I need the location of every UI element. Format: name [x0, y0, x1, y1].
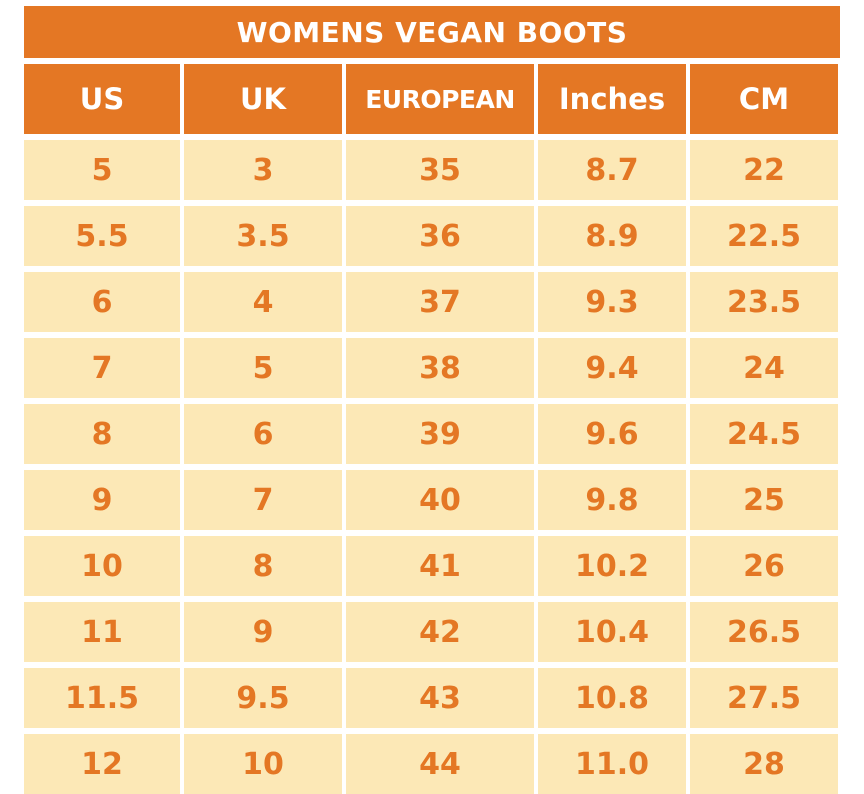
table-cell-uk: 8: [184, 536, 342, 596]
table-cell-us: 9: [24, 470, 180, 530]
table-cell-us: 5.5: [24, 206, 180, 266]
column-header-uk: UK: [184, 64, 342, 134]
table-cell-cm: 22.5: [690, 206, 838, 266]
table-cell-us: 7: [24, 338, 180, 398]
table-cell-us: 6: [24, 272, 180, 332]
table-cell-european: 38: [346, 338, 534, 398]
table-cell-uk: 7: [184, 470, 342, 530]
table-cell-cm: 24: [690, 338, 838, 398]
column-header-european: EUROPEAN: [346, 64, 534, 134]
table-cell-uk: 5: [184, 338, 342, 398]
table-cell-european: 43: [346, 668, 534, 728]
column-header-us: US: [24, 64, 180, 134]
table-cell-cm: 25: [690, 470, 838, 530]
table-cell-inches: 11.0: [538, 734, 686, 794]
table-cell-uk: 6: [184, 404, 342, 464]
table-cell-cm: 23.5: [690, 272, 838, 332]
table-cell-inches: 9.6: [538, 404, 686, 464]
table-cell-inches: 10.2: [538, 536, 686, 596]
table-cell-inches: 10.8: [538, 668, 686, 728]
table-cell-inches: 9.3: [538, 272, 686, 332]
table-cell-inches: 8.9: [538, 206, 686, 266]
table-cell-european: 40: [346, 470, 534, 530]
column-header-inches: Inches: [538, 64, 686, 134]
table-cell-cm: 26: [690, 536, 838, 596]
table-cell-european: 41: [346, 536, 534, 596]
size-table: US UK EUROPEAN Inches CM 5 3 35 8.7 22 5…: [24, 64, 840, 794]
table-cell-us: 12: [24, 734, 180, 794]
table-cell-uk: 3.5: [184, 206, 342, 266]
table-cell-us: 10: [24, 536, 180, 596]
table-cell-european: 35: [346, 140, 534, 200]
table-cell-inches: 9.4: [538, 338, 686, 398]
size-chart: WOMENS VEGAN BOOTS US UK EUROPEAN Inches…: [24, 6, 840, 794]
table-cell-uk: 9.5: [184, 668, 342, 728]
table-cell-european: 36: [346, 206, 534, 266]
table-cell-inches: 9.8: [538, 470, 686, 530]
table-cell-us: 11: [24, 602, 180, 662]
table-cell-us: 5: [24, 140, 180, 200]
table-cell-inches: 10.4: [538, 602, 686, 662]
column-header-cm: CM: [690, 64, 838, 134]
table-cell-european: 37: [346, 272, 534, 332]
table-cell-cm: 22: [690, 140, 838, 200]
table-cell-uk: 9: [184, 602, 342, 662]
table-cell-us: 11.5: [24, 668, 180, 728]
table-cell-european: 44: [346, 734, 534, 794]
table-cell-cm: 26.5: [690, 602, 838, 662]
chart-title: WOMENS VEGAN BOOTS: [24, 6, 840, 58]
table-cell-uk: 10: [184, 734, 342, 794]
table-cell-european: 42: [346, 602, 534, 662]
table-cell-cm: 28: [690, 734, 838, 794]
table-cell-uk: 3: [184, 140, 342, 200]
table-cell-european: 39: [346, 404, 534, 464]
table-cell-cm: 27.5: [690, 668, 838, 728]
table-cell-uk: 4: [184, 272, 342, 332]
table-cell-inches: 8.7: [538, 140, 686, 200]
table-cell-us: 8: [24, 404, 180, 464]
table-cell-cm: 24.5: [690, 404, 838, 464]
